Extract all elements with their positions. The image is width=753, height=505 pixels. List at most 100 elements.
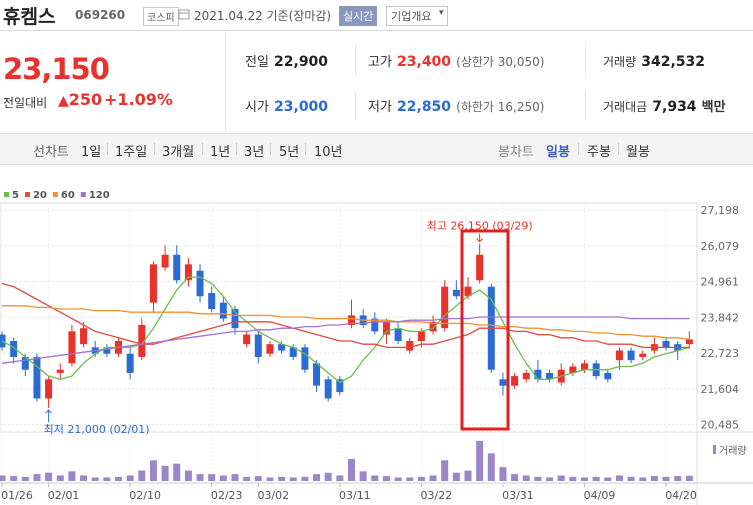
volume-bar [301,476,309,481]
quote-item: 고가 23,400 (상한가 30,050) [368,51,544,70]
highlight-box [460,229,510,431]
divider [585,45,586,75]
volume-bar [557,475,565,481]
volume-bar [278,476,286,481]
volume-bar [406,477,414,481]
volume-bar [173,463,181,481]
x-tick-label: 02/10 [129,489,161,502]
volume-bar [231,474,239,481]
legend-label: 120 [89,190,110,201]
quote-label: 전일 [245,55,269,70]
volume-bar [254,476,262,481]
volume-bar [80,475,88,481]
x-tick-label: 03/31 [502,489,534,502]
x-tick-label: 03/22 [421,489,453,502]
x-tick-label: 02/01 [48,489,80,502]
candle-body [371,318,379,332]
change-value: 250 [68,90,103,109]
legend-swatch [52,192,58,197]
candle-body [324,379,332,399]
candle-tab[interactable]: 일봉 [546,145,570,160]
period-tab[interactable]: 3개월 [162,145,195,160]
volume-bar [348,458,355,481]
volume-bar [627,476,635,481]
volume-bar [662,476,670,481]
candle-body [266,344,274,354]
volume-bar [476,440,484,481]
period-tab[interactable]: 1주일 [115,145,148,160]
volume-bar [650,476,658,481]
volume-bar [499,467,507,481]
quote-value: 23,400 [397,54,452,70]
x-tick-label: 02/23 [211,489,243,502]
volume-bar [569,476,577,481]
change-rate: +1.09% [104,90,173,109]
volume-bar [522,475,530,481]
period-tab[interactable]: 1일 [81,145,102,160]
legend-label: 20 [33,190,47,201]
legend-swatch [4,192,9,197]
volume-bar [266,477,274,481]
separator [305,143,306,155]
separator [270,143,271,155]
candle-tab[interactable]: 주봉 [587,145,611,160]
quote-value: 23,000 [274,99,329,115]
candle-body [639,353,647,357]
candle-body [546,372,554,380]
candle-body [429,321,437,332]
separator [578,143,579,155]
volume-label: 거래량 [719,445,747,457]
divider [225,31,226,132]
volume-bar [604,477,612,481]
volume-bar [546,477,554,481]
candle-body [534,369,542,380]
candle-body [348,315,355,326]
volume-bar [149,460,157,481]
change-label: 전일대비 [3,96,48,110]
period-tab[interactable]: 10년 [314,145,343,160]
y-tick-label: 23,842 [701,311,740,324]
ma-line [1,316,690,364]
separator [154,143,155,155]
volume-bar [103,477,111,481]
volume-bar [10,476,18,481]
candle-body [126,353,134,373]
volume-bar [371,475,379,481]
candle-body [56,369,64,373]
period-tab[interactable]: 3년 [244,145,265,160]
separator [236,143,237,155]
candle-body [313,363,321,386]
realtime-button[interactable]: 실시간 [339,6,378,26]
candle-tab[interactable]: 월봉 [626,145,650,160]
volume-bar [126,475,134,481]
volume-bar [313,474,321,481]
up-arrow: ▲ [58,93,69,109]
x-tick-label: 04/20 [665,489,697,502]
candle-body [68,331,76,364]
divider [585,90,586,120]
volume-bar [359,471,367,481]
period-tab[interactable]: 5년 [279,145,300,160]
quote-note: (하한가 16,250) [456,100,545,114]
quote-label: 거래대금 [603,100,648,114]
volume-bar [56,475,64,481]
quote-value: 7,934 [652,99,697,115]
candle-body [522,372,530,380]
period-tab[interactable]: 1년 [210,145,231,160]
candle-body [417,331,425,341]
volume-bar [639,477,647,481]
separator [618,143,619,155]
separator [107,143,108,155]
volume-bar [33,474,41,481]
volume-bar [429,475,437,481]
candle-body [394,328,402,341]
quote-label: 거래량 [603,55,637,69]
volume-bar [441,460,449,481]
overview-button[interactable]: 기업개요 ▾ [386,6,449,26]
volume-bar [382,476,390,481]
chart: 27,198 26,079 24,961 23,842 22,723 21,604 20,4… [0,190,753,505]
legend-label: 5 [12,190,19,201]
separator [202,143,203,155]
high-arrow [476,233,484,243]
x-tick-label: 03/02 [257,489,289,502]
